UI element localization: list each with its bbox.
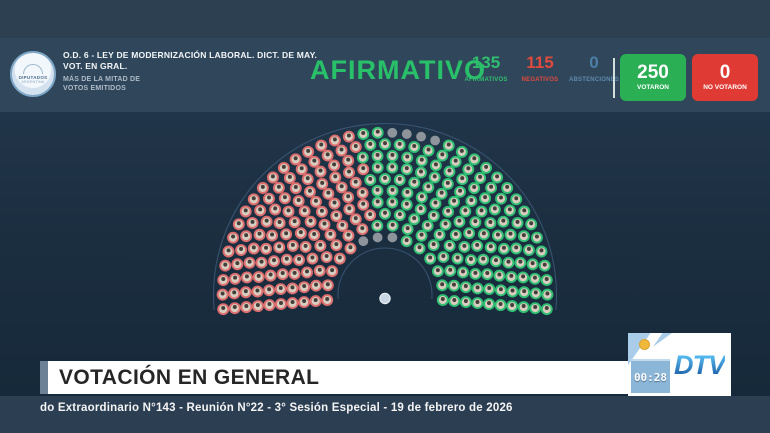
flag-sun-icon [639, 339, 650, 350]
motion-subtitle: MÁS DE LA MITAD DE VOTOS EMITIDOS [63, 76, 141, 92]
abstenciones-count: 0 [589, 53, 599, 72]
afirmativos-label: AFIRMATIVOS [464, 77, 508, 83]
motion-title: O.D. 6 - LEY DE MODERNIZACIÓN LABORAL. D… [63, 50, 318, 71]
logo-text-1: DIPUTADOS [18, 75, 48, 80]
banner-title: VOTACIÓN EN GENERAL [59, 366, 320, 389]
hemicycle-seat-chart [213, 123, 557, 316]
stat-abstenciones: 0 ABSTENCIONES [568, 53, 620, 83]
bottom-strip: DIPUTADOS ARGENTINA [0, 396, 770, 433]
stat-afirmativos: 135 AFIRMATIVOS [460, 53, 512, 83]
votaron-count: 250 [637, 62, 669, 83]
result-label: AFIRMATIVO [310, 55, 486, 85]
stats-divider [613, 58, 615, 98]
logo-text-2: ARGENTINA [21, 80, 45, 84]
broadcaster-bug: 00:28 DTV [628, 333, 731, 396]
no-votaron-box: 0 NO VOTARON [692, 54, 758, 101]
negativos-label: NEGATIVOS [521, 77, 559, 83]
afirmativos-count: 135 [471, 53, 501, 72]
vote-stats: 135 AFIRMATIVOS 115 NEGATIVOS 0 ABSTENCI… [460, 53, 622, 83]
votaron-box: 250 VOTARON [620, 54, 686, 101]
stat-negativos: 115 NEGATIVOS [514, 53, 566, 83]
session-ticker: do Extraordinario N°143 - Reunión N°22 -… [40, 402, 513, 414]
abstenciones-label: ABSTENCIONES [568, 77, 620, 83]
top-strip [0, 0, 770, 38]
dtv-logo: DTV [674, 350, 726, 380]
dome-icon [23, 64, 43, 74]
diputados-logo: DIPUTADOS ARGENTINA [10, 51, 56, 97]
timer-panel: 00:28 [631, 359, 670, 393]
votaron-label: VOTARON [636, 84, 670, 91]
lower-third-banner: VOTACIÓN EN GENERAL [48, 361, 628, 394]
no-votaron-count: 0 [719, 62, 731, 83]
timer-value: 00:28 [633, 370, 668, 384]
banner-accent [40, 361, 48, 394]
no-votaron-label: NO VOTARON [703, 84, 747, 91]
negativos-count: 115 [526, 53, 554, 72]
vote-header-bar: DIPUTADOS ARGENTINA O.D. 6 - LEY DE MODE… [0, 38, 770, 112]
